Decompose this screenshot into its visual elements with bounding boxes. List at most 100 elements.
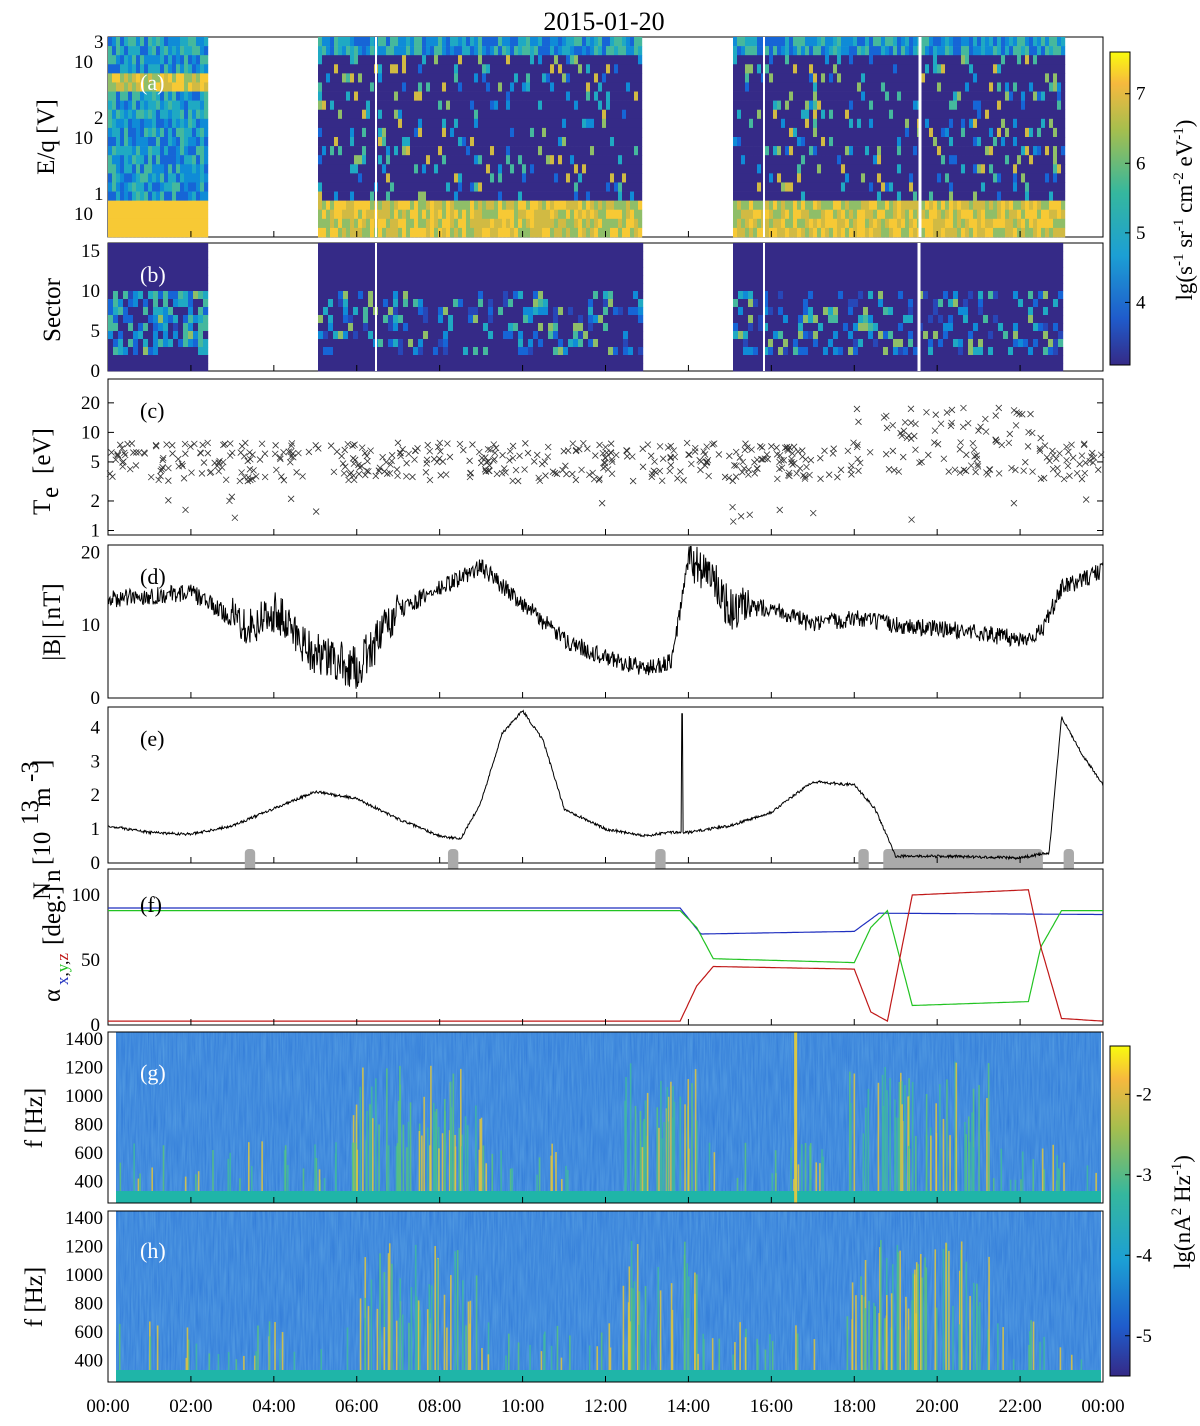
heatmap-cell — [945, 118, 950, 129]
heatmap-cell — [410, 209, 415, 220]
heatmap-cell — [120, 46, 125, 56]
heatmap-cell — [393, 331, 399, 340]
heatmap-cell — [741, 227, 746, 238]
heatmap-cell — [865, 200, 870, 211]
heatmap-cell — [893, 227, 898, 238]
heatmap-cell — [168, 127, 173, 138]
heatmap-cell — [362, 91, 367, 101]
heatmap-cell — [438, 355, 444, 364]
heatmap-cell — [885, 64, 890, 74]
heatmap-cell — [458, 209, 463, 220]
heatmap-cell — [781, 209, 786, 220]
heatmap-cell — [368, 355, 374, 364]
heatmap-cell — [594, 218, 599, 229]
heatmap-cell — [398, 283, 404, 292]
heatmap-cell — [398, 109, 403, 120]
heatmap-cell — [160, 227, 165, 238]
heatmap-cell — [833, 209, 838, 220]
heatmap-cell — [1061, 218, 1066, 229]
heatmap-cell — [801, 218, 806, 229]
heatmap-cell — [398, 218, 403, 229]
heatmap-cell — [594, 164, 599, 174]
heatmap-cell — [388, 315, 394, 324]
heatmap-cell — [546, 191, 551, 201]
heatmap-cell — [929, 209, 934, 220]
heatmap-cell — [773, 82, 778, 92]
heatmap-cell — [510, 73, 515, 83]
heatmap-cell — [594, 100, 599, 111]
heatmap-cell — [183, 275, 189, 284]
heatmap-cell — [164, 173, 169, 183]
heatmap-cell — [522, 55, 527, 65]
heatmap-cell — [196, 200, 201, 211]
heatmap-cell — [586, 173, 591, 183]
heatmap-cell — [753, 82, 758, 92]
heatmap-cell — [1029, 82, 1034, 92]
heatmap-cell — [328, 323, 334, 332]
heatmap-cell — [1001, 173, 1006, 183]
heatmap-cell — [362, 100, 367, 111]
heatmap-cell — [124, 91, 129, 101]
heatmap-cell — [120, 55, 125, 65]
heatmap-cell — [993, 209, 998, 220]
heatmap-cell — [973, 182, 978, 192]
heatmap-cell — [442, 46, 447, 56]
heatmap-cell — [598, 137, 603, 147]
heatmap-cell — [160, 82, 165, 92]
heatmap-cell — [1057, 173, 1062, 183]
heatmap-cell — [358, 363, 364, 372]
heatmap-cell — [909, 182, 914, 192]
heatmap-cell — [366, 164, 371, 174]
heatmap-cell — [1041, 164, 1046, 174]
heatmap-cell — [634, 182, 639, 192]
heatmap-cell — [422, 64, 427, 74]
heatmap-cell — [502, 191, 507, 201]
heatmap-cell — [801, 200, 806, 211]
heatmap-cell — [518, 73, 523, 83]
heatmap-cell — [518, 164, 523, 174]
heatmap-cell — [358, 331, 364, 340]
heatmap-cell — [925, 118, 930, 129]
heatmap-cell — [428, 347, 434, 356]
heatmap-cell — [626, 227, 631, 238]
heatmap-cell — [124, 64, 129, 74]
heatmap-cell — [805, 200, 810, 211]
heatmap-cell — [973, 155, 978, 165]
heatmap-cell — [494, 227, 499, 238]
heatmap-cell — [514, 73, 519, 83]
heatmap-cell — [132, 227, 137, 238]
heatmap-cell — [985, 173, 990, 183]
heatmap-cell — [458, 347, 464, 356]
heatmap-cell — [358, 46, 363, 56]
heatmap-cell — [112, 137, 117, 147]
heatmap-cell — [841, 173, 846, 183]
heatmap-cell — [338, 363, 344, 372]
heatmap-cell — [733, 164, 738, 174]
heatmap-cell — [180, 164, 185, 174]
heatmap-cell — [757, 218, 762, 229]
heatmap-cell — [204, 82, 209, 92]
heatmap-cell — [877, 46, 882, 56]
heatmap-cell — [333, 323, 339, 332]
heatmap-cell — [116, 127, 121, 138]
heatmap-cell — [116, 100, 121, 111]
heatmap-cell — [602, 227, 607, 238]
heatmap-cell — [458, 299, 464, 308]
heatmap-cell — [757, 118, 762, 129]
heatmap-cell — [422, 91, 427, 101]
heatmap-cell — [542, 173, 547, 183]
heatmap-cell — [506, 109, 511, 120]
heatmap-cell — [1005, 173, 1010, 183]
heatmap-cell — [132, 137, 137, 147]
heatmap-cell — [989, 64, 994, 74]
heatmap-cell — [514, 218, 519, 229]
heatmap-cell — [514, 118, 519, 129]
heatmap-cell — [945, 191, 950, 201]
heatmap-cell — [136, 146, 141, 156]
heatmap-cell — [183, 363, 189, 372]
heatmap-cell — [160, 55, 165, 65]
heatmap-cell — [200, 200, 205, 211]
heatmap-cell — [765, 218, 770, 229]
heatmap-cell — [193, 259, 199, 268]
heatmap-cell — [997, 155, 1002, 165]
